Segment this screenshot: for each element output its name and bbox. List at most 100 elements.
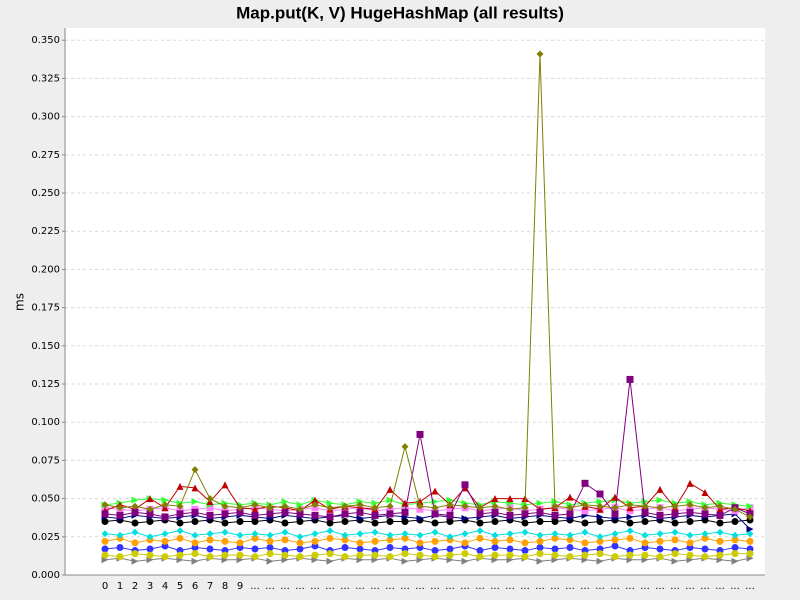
data-point xyxy=(326,557,334,565)
data-point xyxy=(191,550,199,558)
data-point xyxy=(716,528,724,536)
data-point xyxy=(176,482,184,490)
data-point xyxy=(191,518,199,526)
data-point xyxy=(206,545,214,553)
data-point xyxy=(596,498,604,506)
y-tick-label: 0.250 xyxy=(31,188,60,199)
data-point xyxy=(326,534,334,542)
data-point xyxy=(161,513,169,521)
data-point xyxy=(416,539,424,547)
data-point xyxy=(746,537,754,545)
x-tick-label: ... xyxy=(640,581,650,592)
data-point xyxy=(536,543,544,551)
x-tick-label: ... xyxy=(580,581,590,592)
data-point xyxy=(461,539,469,547)
data-point xyxy=(116,553,124,561)
data-point xyxy=(731,531,739,539)
data-point xyxy=(551,518,559,526)
data-point xyxy=(626,513,634,521)
data-point xyxy=(596,518,604,526)
data-point xyxy=(596,557,604,565)
x-tick-label: ... xyxy=(250,581,260,592)
data-point xyxy=(236,531,244,539)
data-point xyxy=(446,501,454,509)
data-point xyxy=(161,553,169,561)
data-point xyxy=(341,510,349,518)
data-point xyxy=(641,551,649,559)
data-point xyxy=(326,527,334,535)
data-point xyxy=(176,510,184,518)
data-point xyxy=(626,551,634,559)
data-point xyxy=(686,508,694,516)
data-point xyxy=(206,511,214,519)
data-point xyxy=(101,510,109,518)
data-point xyxy=(386,485,394,493)
data-point xyxy=(101,518,109,526)
data-point xyxy=(521,528,529,536)
data-point xyxy=(581,519,589,527)
data-point xyxy=(716,511,724,519)
x-tick-label: ... xyxy=(400,581,410,592)
data-point xyxy=(311,537,319,545)
data-point xyxy=(311,530,319,538)
y-tick-label: 0.175 xyxy=(31,303,60,314)
data-point xyxy=(431,537,439,545)
data-point xyxy=(656,496,664,504)
data-point xyxy=(566,510,574,518)
data-point xyxy=(401,534,409,542)
data-point xyxy=(296,553,304,561)
x-tick-label: ... xyxy=(535,581,545,592)
data-point xyxy=(596,537,604,545)
data-point xyxy=(566,493,574,501)
data-point xyxy=(311,501,319,509)
data-point xyxy=(656,485,664,493)
data-point xyxy=(641,502,649,510)
data-point xyxy=(506,536,514,544)
data-point xyxy=(521,519,529,527)
plot-area xyxy=(65,28,765,575)
x-tick-label: ... xyxy=(310,581,320,592)
data-point xyxy=(326,519,334,527)
data-point xyxy=(746,530,754,538)
data-point xyxy=(386,531,394,539)
data-point xyxy=(356,545,364,553)
data-point xyxy=(341,502,349,510)
data-point xyxy=(476,534,484,542)
data-point xyxy=(731,543,739,551)
x-tick-label: 7 xyxy=(207,581,213,592)
data-point xyxy=(476,519,484,527)
data-point xyxy=(431,553,439,561)
data-point xyxy=(251,545,259,553)
data-point xyxy=(506,545,514,553)
data-point xyxy=(581,539,589,547)
data-point xyxy=(701,545,709,553)
data-point xyxy=(416,430,424,438)
x-tick-label: ... xyxy=(610,581,620,592)
data-point xyxy=(446,533,454,541)
x-tick-label: ... xyxy=(340,581,350,592)
data-point xyxy=(311,511,319,519)
data-point xyxy=(701,534,709,542)
data-point xyxy=(506,511,514,519)
x-tick-label: 3 xyxy=(147,581,153,592)
data-point xyxy=(146,533,154,541)
y-tick-label: 0.275 xyxy=(31,150,60,161)
data-point xyxy=(281,502,289,510)
data-point xyxy=(101,551,109,559)
data-point xyxy=(341,553,349,561)
data-point xyxy=(131,539,139,547)
data-point xyxy=(131,557,139,565)
x-tick-label: ... xyxy=(670,581,680,592)
x-tick-label: ... xyxy=(490,581,500,592)
data-point xyxy=(656,530,664,538)
data-point xyxy=(221,551,229,559)
data-point xyxy=(296,518,304,526)
data-point xyxy=(476,504,484,512)
data-point xyxy=(461,557,469,565)
data-point xyxy=(746,502,754,510)
data-point xyxy=(281,519,289,527)
data-point xyxy=(431,487,439,495)
data-point xyxy=(731,557,739,565)
data-point xyxy=(416,531,424,539)
y-tick-label: 0.075 xyxy=(31,455,60,466)
